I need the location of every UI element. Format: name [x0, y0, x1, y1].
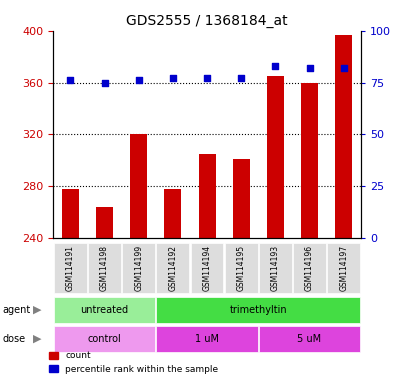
Bar	[54, 326, 155, 352]
Text: GSM114191: GSM114191	[66, 245, 75, 291]
Point	[272, 63, 278, 69]
Point	[237, 75, 244, 81]
Bar	[156, 297, 359, 323]
Bar	[258, 326, 359, 352]
Bar	[96, 207, 113, 238]
Text: agent: agent	[2, 305, 30, 315]
Title: GDS2555 / 1368184_at: GDS2555 / 1368184_at	[126, 14, 287, 28]
Text: untreated: untreated	[80, 305, 128, 315]
Point	[169, 75, 176, 81]
Bar	[54, 243, 87, 293]
Point	[203, 75, 210, 81]
Bar	[224, 243, 257, 293]
Point	[339, 65, 346, 71]
Bar	[122, 243, 155, 293]
Bar	[326, 243, 359, 293]
Bar	[198, 154, 215, 238]
Bar	[334, 35, 351, 238]
Text: GSM114192: GSM114192	[168, 245, 177, 291]
Point	[306, 65, 312, 71]
Text: ▶: ▶	[33, 305, 41, 315]
Bar	[164, 189, 181, 238]
Text: GSM114194: GSM114194	[202, 245, 211, 291]
Text: GSM114199: GSM114199	[134, 245, 143, 291]
Bar	[62, 189, 79, 238]
Bar	[130, 134, 147, 238]
Text: 1 uM: 1 uM	[195, 334, 218, 344]
Text: GSM114197: GSM114197	[338, 245, 347, 291]
Bar	[156, 326, 257, 352]
Bar	[300, 83, 317, 238]
Bar	[190, 243, 223, 293]
Text: ▶: ▶	[33, 334, 41, 344]
Text: dose: dose	[2, 334, 25, 344]
Point	[135, 78, 142, 84]
Bar	[156, 243, 189, 293]
Bar	[258, 243, 291, 293]
Text: control: control	[88, 334, 121, 344]
Text: GSM114195: GSM114195	[236, 245, 245, 291]
Point	[101, 79, 108, 86]
Bar	[232, 159, 249, 238]
Text: 5 uM: 5 uM	[297, 334, 321, 344]
Point	[67, 78, 74, 84]
Bar	[266, 76, 283, 238]
Text: trimethyltin: trimethyltin	[229, 305, 286, 315]
Text: GSM114196: GSM114196	[304, 245, 313, 291]
Text: GSM114193: GSM114193	[270, 245, 279, 291]
Bar	[292, 243, 325, 293]
Bar	[54, 297, 155, 323]
Text: GSM114198: GSM114198	[100, 245, 109, 291]
Legend: count, percentile rank within the sample: count, percentile rank within the sample	[45, 348, 222, 377]
Bar	[88, 243, 121, 293]
